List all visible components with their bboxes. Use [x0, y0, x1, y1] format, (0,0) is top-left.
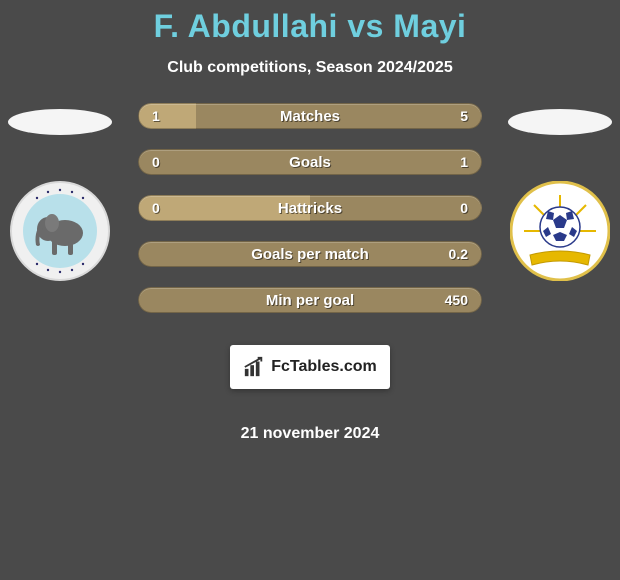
- stat-left-value: 0: [152, 154, 160, 170]
- stat-row: Goals per match 0.2: [138, 241, 482, 267]
- date-label: 21 november 2024: [241, 425, 380, 443]
- stat-label: Hattricks: [278, 200, 342, 217]
- stat-right-value: 5: [460, 108, 468, 124]
- stats-center: 1 Matches 5 0 Goals 1 0 Hattricks 0 Goal…: [132, 103, 488, 443]
- right-club-badge: [510, 181, 610, 281]
- brand-label: FcTables.com: [271, 358, 377, 376]
- stat-left-value: 1: [152, 108, 160, 124]
- bars-icon: [243, 356, 265, 378]
- right-side: [508, 103, 612, 281]
- soccer-ball-icon: [540, 207, 580, 247]
- stat-row: 0 Goals 1: [138, 149, 482, 175]
- comparison-container: F. Abdullahi vs Mayi Club competitions, …: [0, 0, 620, 580]
- stat-label: Goals per match: [251, 246, 369, 263]
- stat-right-value: 0.2: [449, 246, 468, 262]
- left-ellipse: [8, 109, 112, 135]
- right-badge-svg: [510, 181, 610, 281]
- stat-label: Matches: [280, 108, 340, 125]
- page-title: F. Abdullahi vs Mayi: [0, 8, 620, 45]
- stat-row: 0 Hattricks 0: [138, 195, 482, 221]
- brand-box: FcTables.com: [230, 345, 390, 389]
- stat-row: Min per goal 450: [138, 287, 482, 313]
- layout: 1 Matches 5 0 Goals 1 0 Hattricks 0 Goal…: [0, 103, 620, 443]
- right-ellipse: [508, 109, 612, 135]
- left-badge-svg: [10, 181, 110, 281]
- stat-row: 1 Matches 5: [138, 103, 482, 129]
- stat-label: Goals: [289, 154, 331, 171]
- stat-right-value: 450: [445, 292, 468, 308]
- stat-label: Min per goal: [266, 292, 354, 309]
- left-side: [8, 103, 112, 281]
- stat-right-value: 0: [460, 200, 468, 216]
- left-club-badge: [10, 181, 110, 281]
- stat-right-value: 1: [460, 154, 468, 170]
- stat-left-value: 0: [152, 200, 160, 216]
- subtitle: Club competitions, Season 2024/2025: [0, 59, 620, 77]
